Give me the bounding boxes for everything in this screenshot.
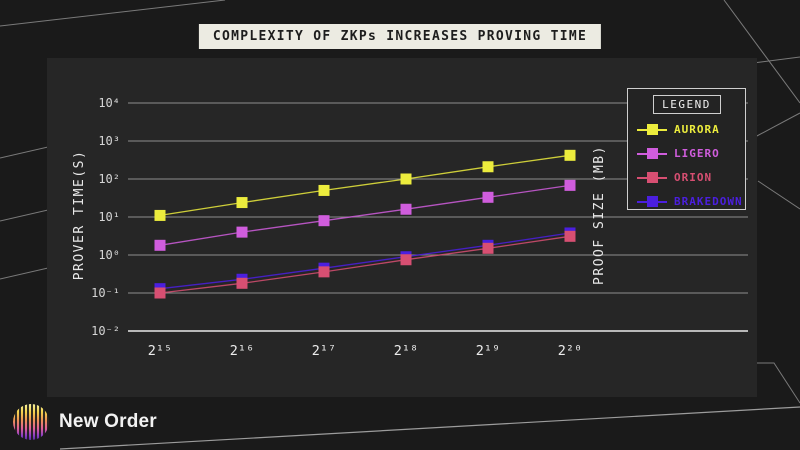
y-tick-label: 10¹ [98,210,120,224]
data-point-marker-ligero [154,239,166,251]
legend-item-label: ORION [674,171,713,184]
y-tick-label: 10² [98,172,120,186]
brand-name: New Order [59,411,157,432]
y-tick-label: 10⁻² [91,324,120,338]
legend-items: AURORA LIGERO ORION BRAKEDOWN [628,123,745,208]
data-point-marker-aurora [564,149,576,161]
legend-item-ligero: LIGERO [637,147,745,160]
data-point-marker-ligero [400,203,412,215]
x-tick-label: 2²⁰ [558,343,582,359]
x-tick-label: 2¹⁸ [394,343,418,359]
series-line-ligero [159,184,571,246]
data-point-marker-orion [400,254,412,266]
data-point-marker-ligero [482,191,494,203]
legend-marker-icon [637,172,667,183]
data-point-marker-ligero [236,226,248,238]
data-point-marker-orion [318,266,330,278]
legend-marker-icon [637,148,667,159]
data-point-marker-aurora [236,197,248,209]
new-order-logo-icon [13,404,49,440]
data-point-marker-orion [482,242,494,254]
legend-item-label: AURORA [674,123,720,136]
brand-footer: New Order [13,404,157,440]
legend-item-orion: ORION [637,171,745,184]
y-tick-label: 10³ [98,134,120,148]
x-tick-label: 2¹⁹ [476,343,500,359]
data-point-marker-ligero [564,179,576,191]
legend-marker-icon [637,124,667,135]
x-tick-label: 2¹⁷ [312,343,336,359]
chart-panel: 10⁴ 10³ 10² 10¹ 10⁰ 10⁻¹ 10⁻² 2¹⁵ 2¹⁶ 2¹⁷ 2¹⁸ 2¹⁹ 2²… [47,58,757,397]
data-point-marker-aurora [400,173,412,185]
legend-item-label: LIGERO [674,147,720,160]
y-tick-label: 10⁰ [98,248,120,262]
data-point-marker-orion [564,230,576,242]
x-tick-label: 2¹⁶ [230,343,254,359]
data-point-marker-orion [154,287,166,299]
legend-item-brakedown: BRAKEDOWN [637,195,745,208]
legend-item-aurora: AURORA [637,123,745,136]
series-line-brakedown [159,232,571,290]
legend-box: LEGEND AURORA LIGERO ORION BRAKEDOWN [627,88,746,210]
y-tick-label: 10⁴ [98,96,120,110]
data-point-marker-ligero [318,215,330,227]
data-point-marker-aurora [482,161,494,173]
legend-title: LEGEND [652,95,721,114]
data-point-marker-aurora [318,184,330,196]
y-axis-label-left: PROVER TIME(S) [72,149,87,281]
data-point-marker-aurora [154,209,166,221]
y-tick-label: 10⁻¹ [91,286,120,300]
series-line-aurora [159,154,571,217]
legend-marker-icon [637,196,667,207]
x-tick-label: 2¹⁵ [148,343,172,359]
series-line-orion [159,235,571,294]
chart-title: COMPLEXITY OF ZKPs INCREASES PROVING TIM… [198,24,602,49]
data-point-marker-orion [236,277,248,289]
y-axis-label-right: PROOF SIZE (MB) [592,145,607,285]
legend-item-label: BRAKEDOWN [674,195,743,208]
